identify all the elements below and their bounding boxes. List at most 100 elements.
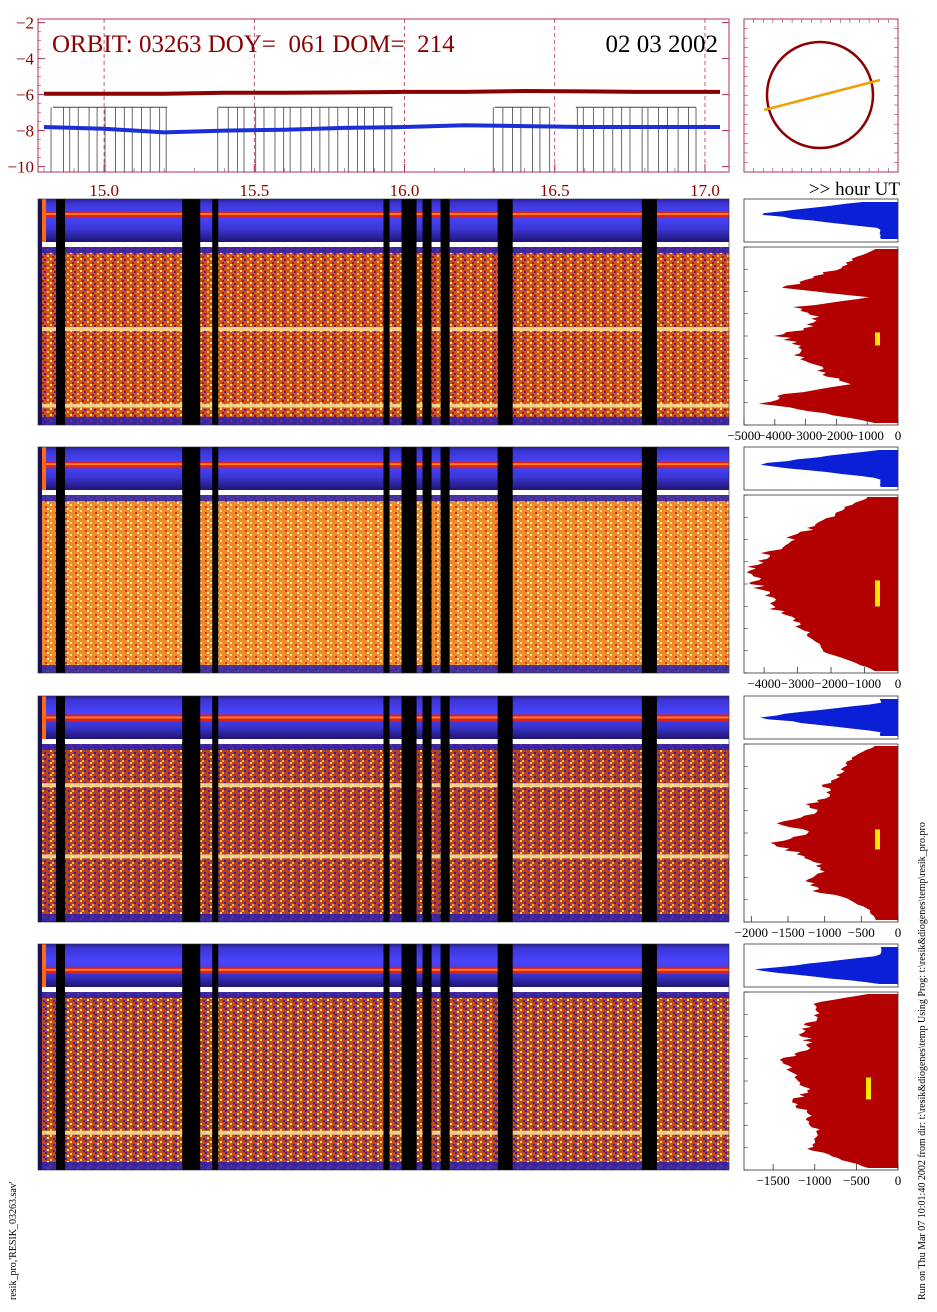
data-gap: [497, 199, 513, 425]
data-gap: [383, 696, 390, 922]
histogram-x-tick-label: −2000: [814, 676, 847, 691]
data-gap: [641, 944, 657, 1170]
histogram-x-tick-label: −1000: [848, 676, 881, 691]
histogram-x-tick-label: −500: [848, 925, 875, 940]
data-gap: [440, 696, 450, 922]
spectrogram-band-4: [37, 943, 730, 1171]
sub-histogram-fill: [760, 699, 898, 736]
band-left-hot: [42, 447, 46, 490]
data-gap: [497, 447, 513, 673]
hour-ut-label: >> hour UT: [809, 179, 900, 200]
histogram-x-tick-label: −5000: [727, 428, 760, 443]
x-tick-label: 17.0: [690, 181, 720, 200]
histogram-marker: [866, 1077, 871, 1100]
histogram-x-tick-label: −1000: [851, 428, 884, 443]
data-gap: [56, 199, 66, 425]
histogram-x-tick-label: −4000: [747, 676, 780, 691]
orbit-inset-ticks: [743, 18, 899, 173]
x-axis-ticks: [43, 164, 706, 172]
data-gap: [641, 199, 657, 425]
histogram-x-tick-label: −500: [843, 1173, 870, 1188]
y-tick-label: −2: [16, 14, 34, 33]
histogram-x-tick-label: 0: [895, 676, 902, 691]
data-gap: [497, 696, 513, 922]
data-gap: [422, 944, 432, 1170]
band-left-hot: [42, 944, 46, 987]
x-tick-label: 15.5: [239, 181, 269, 200]
data-gap: [440, 199, 450, 425]
histogram-fill: [746, 497, 898, 671]
x-tick-label: 16.0: [390, 181, 420, 200]
band-left-hot: [42, 199, 46, 242]
histogram-x-tick-label: −1000: [808, 925, 841, 940]
gray-activity-trace: [50, 106, 697, 172]
histogram-marker: [875, 580, 880, 607]
band-left-strip: [38, 447, 42, 673]
footer-run-info: Run on Thu Mar 07 10:01:40 2002 from dir…: [917, 822, 928, 1300]
histogram-panel-3: −2000 −1500 −1000 −500 0: [735, 695, 902, 940]
blue-trace: [43, 123, 720, 135]
orbit-track-line: [763, 78, 881, 112]
data-gap: [440, 944, 450, 1170]
sub-histogram-fill: [762, 202, 898, 239]
histogram-x-tick-label: −3000: [781, 676, 814, 691]
data-gap: [182, 696, 201, 922]
data-gap: [401, 199, 417, 425]
y-tick-label: −6: [16, 86, 34, 105]
band-frame: [37, 198, 730, 426]
histogram-x-tick-label: 0: [895, 925, 902, 940]
data-gap: [440, 447, 450, 673]
orbit-inset: [743, 18, 899, 173]
data-gap: [182, 447, 201, 673]
histogram-fill: [779, 994, 898, 1168]
hour-axis-labels: 15.0 15.5 16.0 16.5 17.0: [89, 181, 720, 200]
data-gap: [56, 696, 66, 922]
band-left-strip: [38, 199, 42, 425]
data-gap: [401, 696, 417, 922]
data-gap: [422, 696, 432, 922]
histogram-marker: [875, 829, 880, 850]
band-left-strip: [38, 696, 42, 922]
spectrogram-band-1: [37, 198, 730, 426]
spectrogram-band-3: [37, 695, 730, 923]
histogram-x-tick-label: −2000: [735, 925, 768, 940]
timeseries-grid: [103, 19, 706, 172]
orbit-circle: [765, 40, 875, 150]
histogram-x-tick-label: −1500: [756, 1173, 789, 1188]
data-gap: [422, 199, 432, 425]
data-gap: [212, 447, 219, 673]
histogram-x-tick-label: 0: [895, 1173, 902, 1188]
y-axis-ticks: −2 −4 −6 −8 −10: [7, 14, 729, 177]
x-tick-label: 15.0: [89, 181, 119, 200]
x-tick-label: 16.5: [540, 181, 570, 200]
orbit-timeseries-panel: −2 −4 −6 −8 −10 ORBIT: 03263 DOY= 061 DOM= 2…: [7, 14, 730, 177]
y-tick-label: −8: [16, 122, 34, 141]
band-frame: [37, 695, 730, 923]
data-gap: [497, 944, 513, 1170]
data-gap: [182, 944, 201, 1170]
data-gap: [212, 944, 219, 1170]
y-tick-label: −10: [7, 158, 34, 177]
data-gap: [383, 447, 390, 673]
histogram-panel-4: −1500 −1000 −500 0: [743, 943, 902, 1188]
orbit-title: ORBIT: 03263 DOY= 061 DOM= 214: [52, 31, 455, 58]
dark-red-trace: [44, 88, 720, 96]
data-gap: [212, 696, 219, 922]
data-gap: [383, 944, 390, 1170]
data-gap: [641, 447, 657, 673]
band-left-hot: [42, 696, 46, 739]
data-gap: [182, 199, 201, 425]
data-gap: [401, 944, 417, 1170]
histogram-x-tick-label: −3000: [789, 428, 822, 443]
spectrogram-bands: [37, 198, 730, 1171]
histogram-panel-2: −4000 −3000 −2000 −1000 0: [743, 446, 902, 691]
histogram-panel-1: −5000−4000−3000−2000−1000 0: [727, 198, 901, 443]
histogram-x-tick-label: −1000: [798, 1173, 831, 1188]
footer-source-file: resik_pro,'RESIK_03263.sav': [8, 1181, 19, 1300]
histogram-x-tick-label: −4000: [758, 428, 791, 443]
data-gap: [56, 447, 66, 673]
spectrogram-band-2: [37, 446, 730, 674]
band-frame: [37, 943, 730, 1171]
histogram-fill: [758, 249, 898, 423]
